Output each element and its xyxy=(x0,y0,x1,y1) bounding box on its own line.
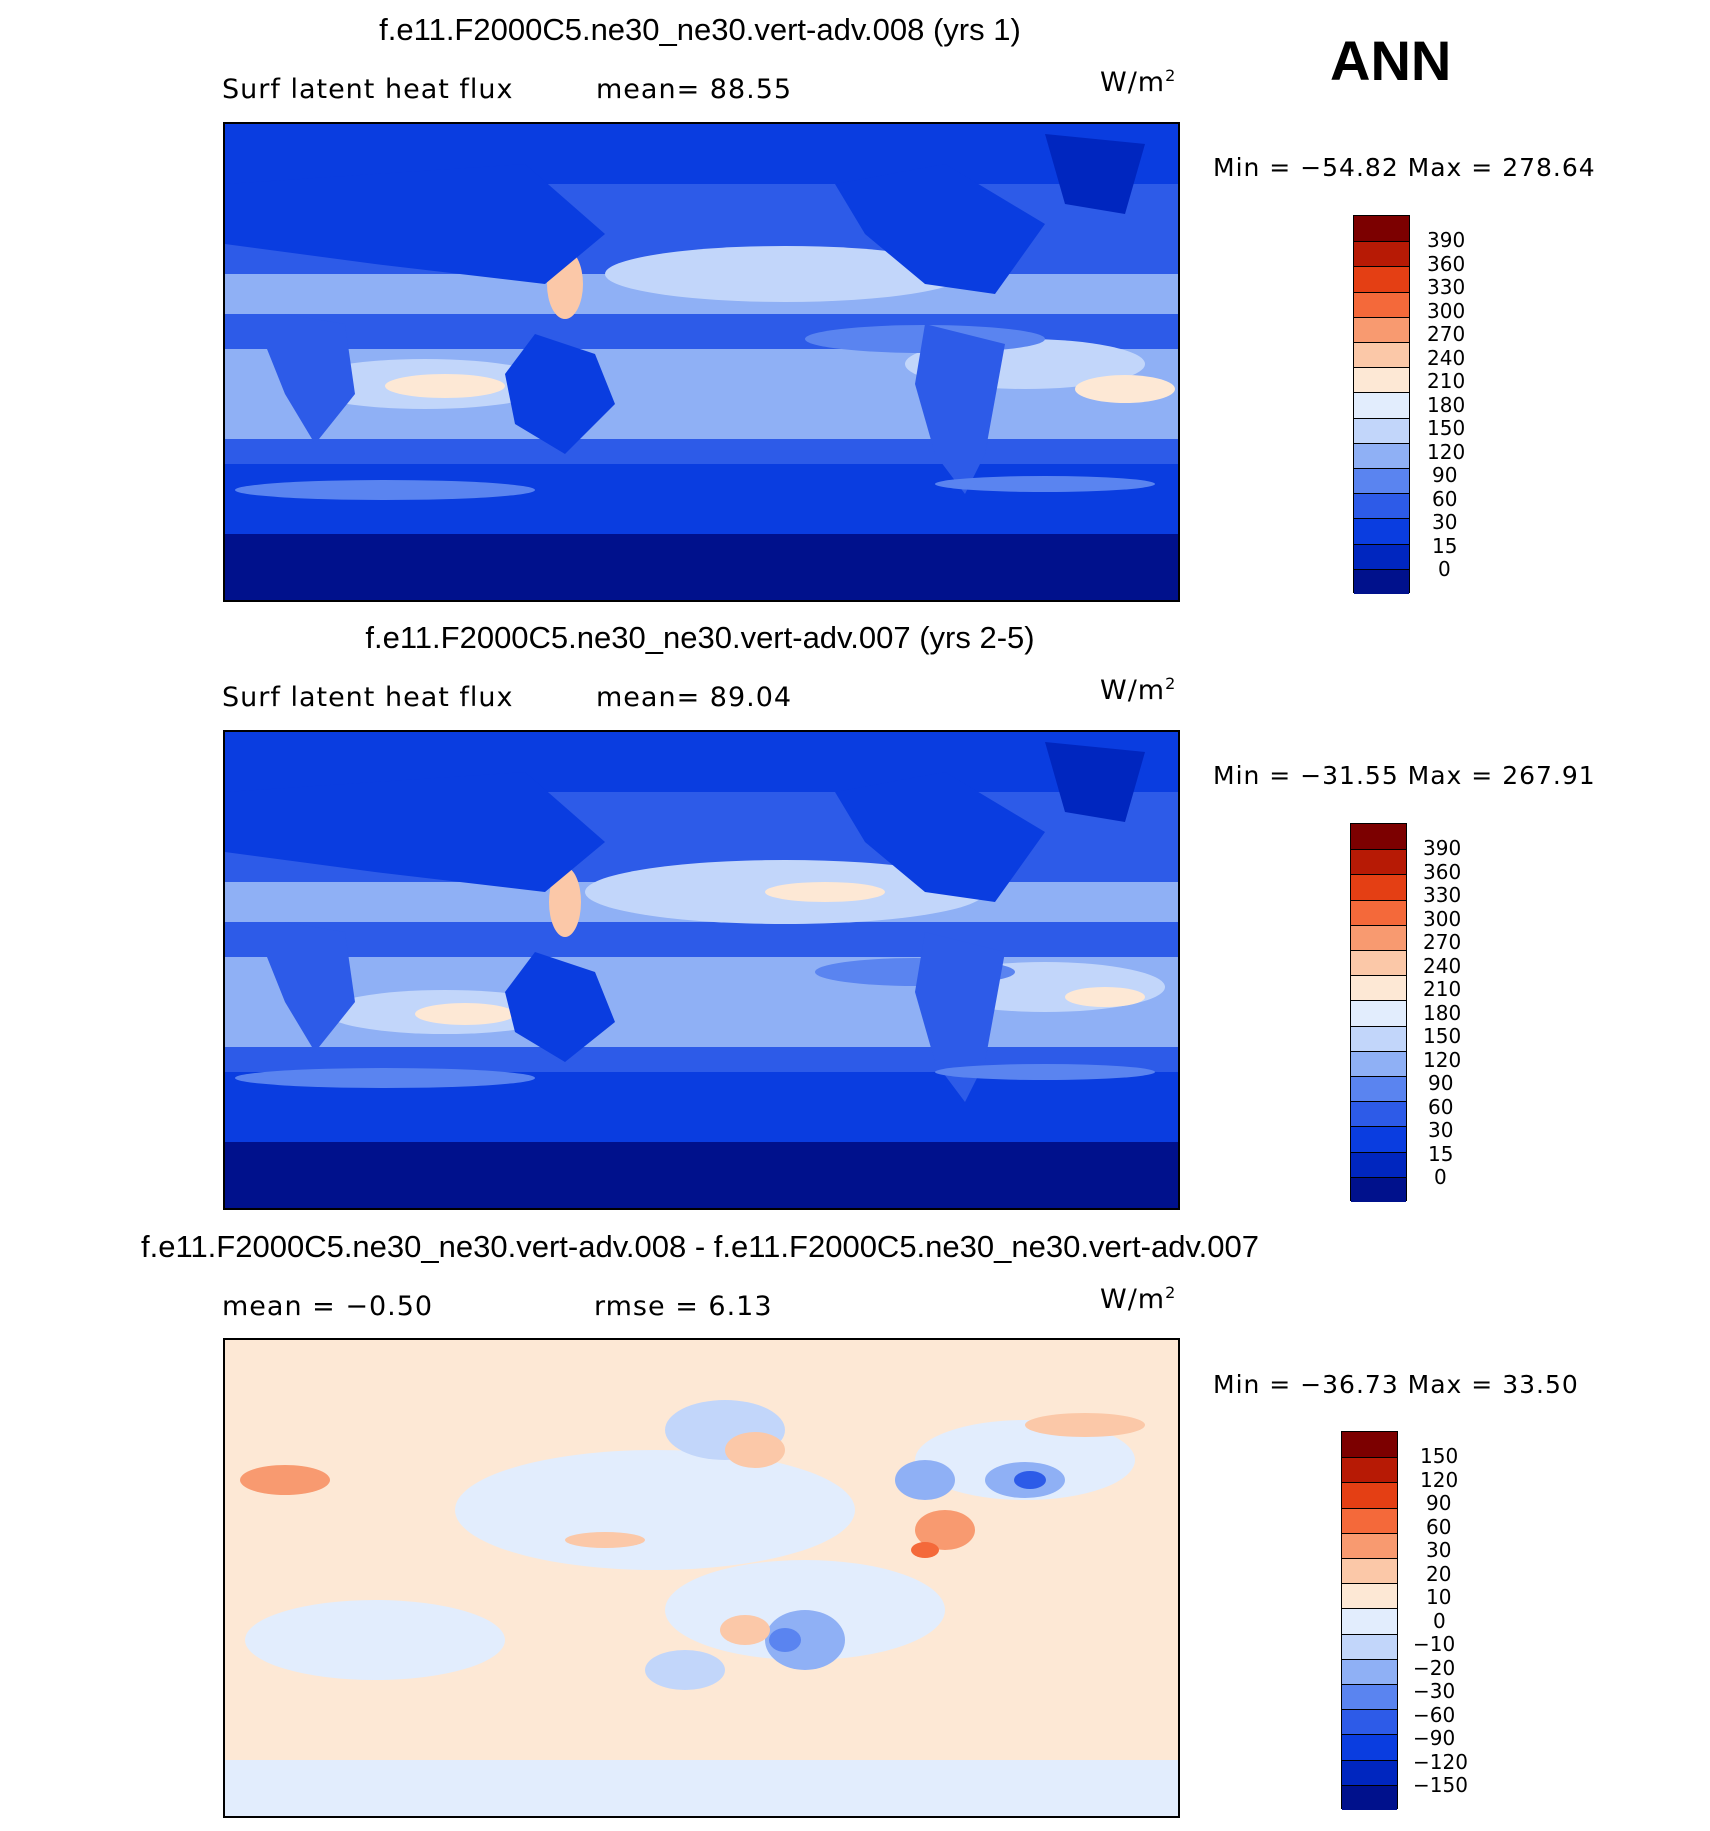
panel-1-mean-label: mean= 88.55 xyxy=(596,74,793,105)
panel-3-colorbar-label: −150 xyxy=(1413,1773,1468,1797)
panel-2-colorbar-label: 360 xyxy=(1423,860,1462,884)
panel-1-colorbar-label: 330 xyxy=(1427,275,1466,299)
panel-1-map xyxy=(223,122,1180,602)
panel-1-colorbar-label: 300 xyxy=(1427,299,1466,323)
panel-3-colorbar-label: 120 xyxy=(1420,1468,1459,1492)
panel-3-map xyxy=(223,1338,1180,1818)
panel-2-minmax: Min = −31.55 Max = 267.91 xyxy=(1213,761,1596,790)
panel-1-minmax: Min = −54.82 Max = 278.64 xyxy=(1213,153,1596,182)
panel-2-colorbar-label: 0 xyxy=(1434,1165,1447,1189)
panel-2-colorbar-label: 30 xyxy=(1428,1118,1454,1142)
panel-3-colorbar-label: −20 xyxy=(1413,1656,1456,1680)
panel-1-colorbar-label: 60 xyxy=(1432,487,1458,511)
panel-3-colorbar xyxy=(1341,1431,1398,1810)
panel-3-colorbar-label: 30 xyxy=(1426,1538,1452,1562)
panel-1-colorbar-label: 90 xyxy=(1432,463,1458,487)
panel-2-colorbar-label: 90 xyxy=(1428,1071,1454,1095)
panel-1-colorbar-label: 150 xyxy=(1427,416,1466,440)
panel-2-variable-label: Surf latent heat flux xyxy=(222,682,514,713)
panel-1-variable-label: Surf latent heat flux xyxy=(222,74,514,105)
panel-1-colorbar-label: 210 xyxy=(1427,369,1466,393)
panel-3-title: f.e11.F2000C5.ne30_ne30.vert-adv.008 - f… xyxy=(141,1229,1259,1264)
panel-3-colorbar-label: −10 xyxy=(1413,1632,1456,1656)
panel-1-colorbar xyxy=(1353,215,1410,594)
panel-3-colorbar-label: 10 xyxy=(1426,1585,1452,1609)
panel-1-units: W/m2 xyxy=(1100,66,1177,98)
panel-1-colorbar-label: 240 xyxy=(1427,346,1466,370)
panel-3-colorbar-label: 20 xyxy=(1426,1562,1452,1586)
panel-3-colorbar-label: −60 xyxy=(1413,1703,1456,1727)
panel-2-title: f.e11.F2000C5.ne30_ne30.vert-adv.007 (yr… xyxy=(365,620,1035,655)
panel-2-units: W/m2 xyxy=(1100,674,1177,706)
panel-2-colorbar-label: 390 xyxy=(1423,836,1462,860)
panel-1-colorbar-label: 360 xyxy=(1427,252,1466,276)
panel-3-colorbar-label: 90 xyxy=(1426,1491,1452,1515)
panel-1-colorbar-label: 270 xyxy=(1427,322,1466,346)
panel-3-colorbar-label: −90 xyxy=(1413,1726,1456,1750)
panel-3-colorbar-label: 60 xyxy=(1426,1515,1452,1539)
panel-1-colorbar-label: 180 xyxy=(1427,393,1466,417)
panel-2-mean-label: mean= 89.04 xyxy=(596,682,793,713)
panel-2-colorbar-label: 300 xyxy=(1423,907,1462,931)
panel-2-colorbar-label: 330 xyxy=(1423,883,1462,907)
panel-3-units: W/m2 xyxy=(1100,1283,1177,1315)
season-label: ANN xyxy=(1330,29,1452,92)
panel-3-colorbar-label: 150 xyxy=(1420,1444,1459,1468)
panel-2-colorbar-label: 60 xyxy=(1428,1095,1454,1119)
panel-3-colorbar-label: 0 xyxy=(1433,1609,1446,1633)
panel-3-colorbar-label: −120 xyxy=(1413,1750,1468,1774)
panel-1-colorbar-label: 15 xyxy=(1432,534,1458,558)
panel-2-colorbar-label: 150 xyxy=(1423,1024,1462,1048)
panel-3-rmse-label: rmse = 6.13 xyxy=(594,1291,773,1322)
panel-2-map xyxy=(223,730,1180,1210)
panel-2-colorbar-label: 180 xyxy=(1423,1001,1462,1025)
panel-2-colorbar-label: 120 xyxy=(1423,1048,1462,1072)
panel-2-colorbar-label: 270 xyxy=(1423,930,1462,954)
panel-1-title: f.e11.F2000C5.ne30_ne30.vert-adv.008 (yr… xyxy=(379,12,1021,47)
panel-2-colorbar-label: 210 xyxy=(1423,977,1462,1001)
panel-3-minmax: Min = −36.73 Max = 33.50 xyxy=(1213,1370,1579,1399)
panel-2-colorbar xyxy=(1350,823,1407,1202)
panel-1-colorbar-label: 120 xyxy=(1427,440,1466,464)
panel-1-colorbar-label: 30 xyxy=(1432,510,1458,534)
panel-3-colorbar-label: −30 xyxy=(1413,1679,1456,1703)
panel-1-colorbar-label: 390 xyxy=(1427,228,1466,252)
panel-2-colorbar-label: 240 xyxy=(1423,954,1462,978)
panel-3-mean-label: mean = −0.50 xyxy=(222,1291,434,1322)
panel-1-colorbar-label: 0 xyxy=(1438,557,1451,581)
panel-2-colorbar-label: 15 xyxy=(1428,1142,1454,1166)
